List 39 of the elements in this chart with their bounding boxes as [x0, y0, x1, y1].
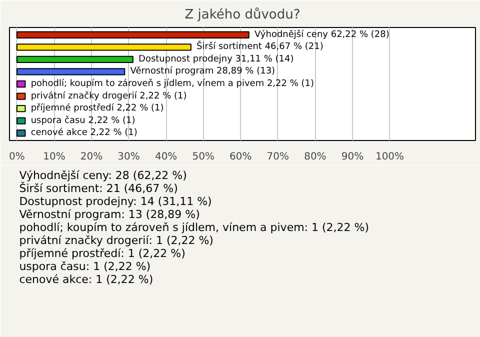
text: pohodlí; koupím to zároveň s jídlem, vínem a pivem: 1 (2,22 %): [19, 221, 370, 234]
bar: [16, 104, 26, 112]
x-tick-label: 20%: [80, 152, 103, 162]
bar: [16, 80, 26, 88]
bar: [16, 130, 26, 137]
text: Dostupnost prodejny: 14 (31,11 %): [19, 195, 212, 208]
x-tick-label: 10%: [43, 152, 66, 162]
x-tick-label: 100%: [375, 152, 404, 162]
bar: [16, 56, 134, 64]
data-label: Širší sortiment 46,67 % (21): [196, 40, 324, 52]
x-tick-label: 60%: [230, 152, 252, 162]
bar: [16, 31, 250, 38]
text: Výhodnější ceny: 28 (62,22 %): [19, 169, 187, 182]
text: cenové akce: 1 (2,22 %): [19, 273, 154, 286]
bar: [16, 117, 26, 124]
data-label: Výhodnější ceny 62,22 % (28): [254, 28, 390, 40]
data-label: privátní značky drogerií 2,22 % (1): [30, 90, 187, 102]
x-tick-label: 30%: [118, 152, 140, 162]
bar: [16, 92, 26, 100]
x-tick-label: 80%: [304, 152, 326, 162]
text: Širší sortiment: 21 (46,67 %): [19, 181, 178, 195]
x-tick-label: 0%: [9, 152, 25, 162]
chart-title: Z jakého důvodu?: [184, 6, 300, 22]
x-tick-label: 70%: [266, 152, 290, 162]
bar: [16, 68, 126, 76]
data-label: Dostupnost prodejny 31,11 % (14): [138, 54, 294, 64]
data-label: Věrnostní program 28,89 % (13): [130, 66, 276, 77]
text: uspora času: 1 (2,22 %): [19, 260, 151, 273]
bar: [16, 44, 192, 51]
x-tick-label: 90%: [341, 152, 364, 162]
text: Věrnostní program: 13 (28,89 %): [19, 208, 200, 221]
data-label: cenové akce 2,22 % (1): [30, 127, 138, 138]
x-tick-label: 50%: [192, 152, 214, 162]
text: privátní značky drogerií: 1 (2,22 %): [19, 234, 214, 247]
data-label: uspora času 2,22 % (1): [30, 114, 136, 126]
data-label: příjemné prostředí 2,22 % (1): [30, 102, 164, 114]
data-label: pohodlí; koupím to zároveň s jídlem, vínem a pivem 2,22 % (1): [30, 78, 314, 89]
x-tick-label: 40%: [154, 152, 178, 162]
text: příjemné prostředí: 1 (2,22 %): [19, 247, 186, 260]
